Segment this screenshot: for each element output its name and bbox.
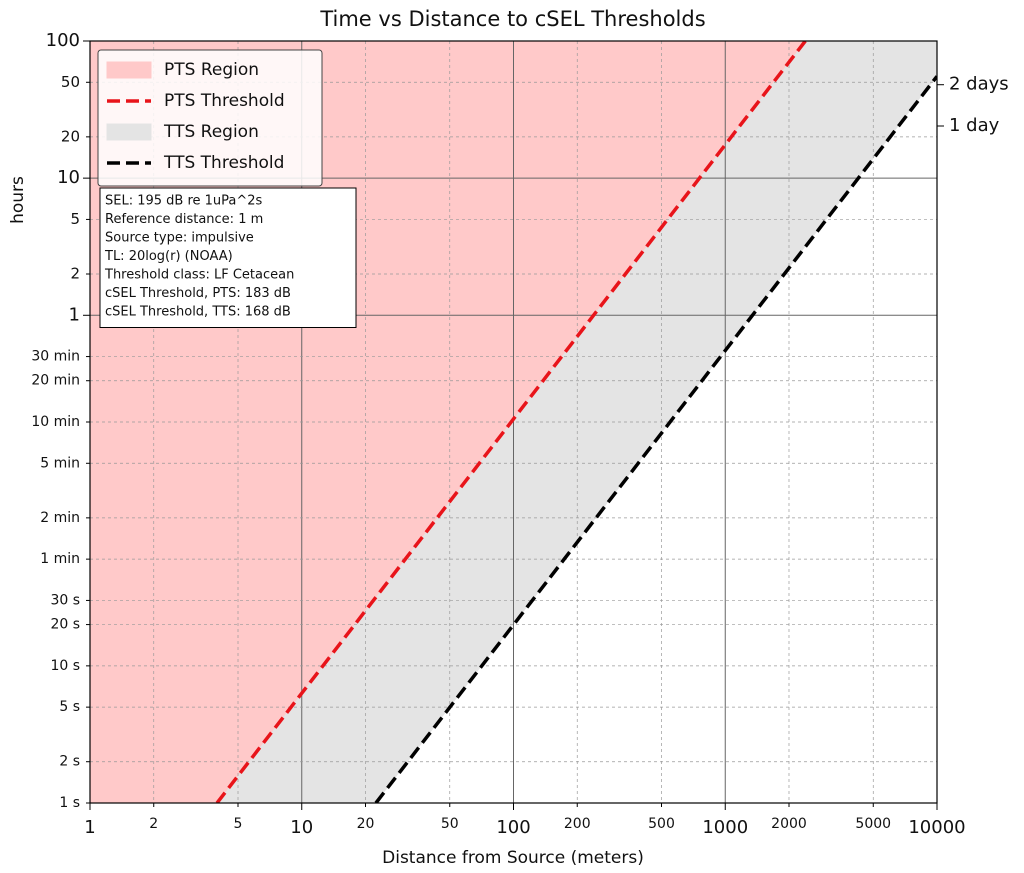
y-tick-label: 50 <box>61 73 80 91</box>
x-axis-label: Distance from Source (meters) <box>382 848 644 868</box>
x-tick-label: 1000 <box>702 817 748 838</box>
x-tick-label: 20 <box>357 816 375 832</box>
y2-tick-label: 2 days <box>949 74 1009 95</box>
y-tick-label: 1 s <box>59 795 80 811</box>
y-tick-label: 5 min <box>40 455 80 471</box>
annotation-line: SEL: 195 dB re 1uPa^2s <box>105 194 263 209</box>
annotation: SEL: 195 dB re 1uPa^2s Reference distance… <box>99 187 357 328</box>
y-tick-label: 30 s <box>50 592 80 608</box>
annotation-line: Threshold class: LF Cetacean <box>104 268 294 283</box>
x-tick-label: 200 <box>564 816 591 832</box>
legend-swatch <box>106 123 152 141</box>
y-tick-label: 2 min <box>40 510 80 526</box>
y-tick-label: 5 <box>70 210 80 228</box>
y-tick-label: 10 s <box>50 658 80 674</box>
x-tick-label: 5000 <box>855 816 891 832</box>
legend-label: PTS Threshold <box>164 91 285 111</box>
annotation-line: TL: 20log(r) (NOAA) <box>104 249 233 264</box>
legend-box <box>97 49 323 187</box>
x-tick-label: 50 <box>441 816 459 832</box>
x-tick-label: 2000 <box>771 816 807 832</box>
y-tick-label: 20 min <box>31 373 80 389</box>
y-tick-label: 2 s <box>59 754 80 770</box>
annotation-line: cSEL Threshold, TTS: 168 dB <box>105 305 291 320</box>
y2-tick-label: 1 day <box>949 115 1000 136</box>
legend-label: TTS Region <box>163 122 259 142</box>
y-axis-label: hours <box>8 176 28 224</box>
y-tick-label: 1 <box>69 304 80 325</box>
plot-frame <box>89 40 938 804</box>
axes: 1 2 5 10 20 50 100 200 500 1000 2000 5000 10000 1 s 2 … <box>31 30 1008 838</box>
y-tick-label: 20 <box>61 127 80 145</box>
y-tick-label: 2 <box>70 264 80 282</box>
legend-label: PTS Region <box>164 60 259 80</box>
chart-title: Time vs Distance to cSEL Thresholds <box>319 7 705 31</box>
threshold-line <box>215 41 807 803</box>
x-tick-label: 2 <box>149 816 158 832</box>
x-tick-label: 1 <box>84 817 95 838</box>
y-tick-label: 30 min <box>31 349 80 365</box>
y-tick-label: 10 <box>57 167 80 188</box>
annotation-line: cSEL Threshold, PTS: 183 dB <box>105 286 291 301</box>
x-tick-label: 500 <box>648 816 675 832</box>
legend-swatch <box>106 61 152 79</box>
y-tick-label: 10 min <box>31 414 80 430</box>
x-tick-label: 5 <box>234 816 243 832</box>
y-tick-label: 1 min <box>40 551 80 567</box>
y-tick-label: 100 <box>46 30 80 51</box>
x-tick-label: 10 <box>290 817 313 838</box>
annotation-line: Reference distance: 1 m <box>105 212 263 227</box>
x-tick-label: 100 <box>496 817 530 838</box>
y-tick-label: 20 s <box>50 617 80 633</box>
legend-label: TTS Threshold <box>163 153 284 173</box>
x-tick-label: 10000 <box>908 817 965 838</box>
threshold-line <box>374 75 937 803</box>
lines <box>215 41 937 803</box>
annotation-line: Source type: impulsive <box>105 231 254 246</box>
y-tick-label: 5 s <box>59 699 80 715</box>
legend: PTS Region PTS Threshold TTS Region TTS Thr… <box>97 49 323 187</box>
annotation-box <box>99 187 357 328</box>
